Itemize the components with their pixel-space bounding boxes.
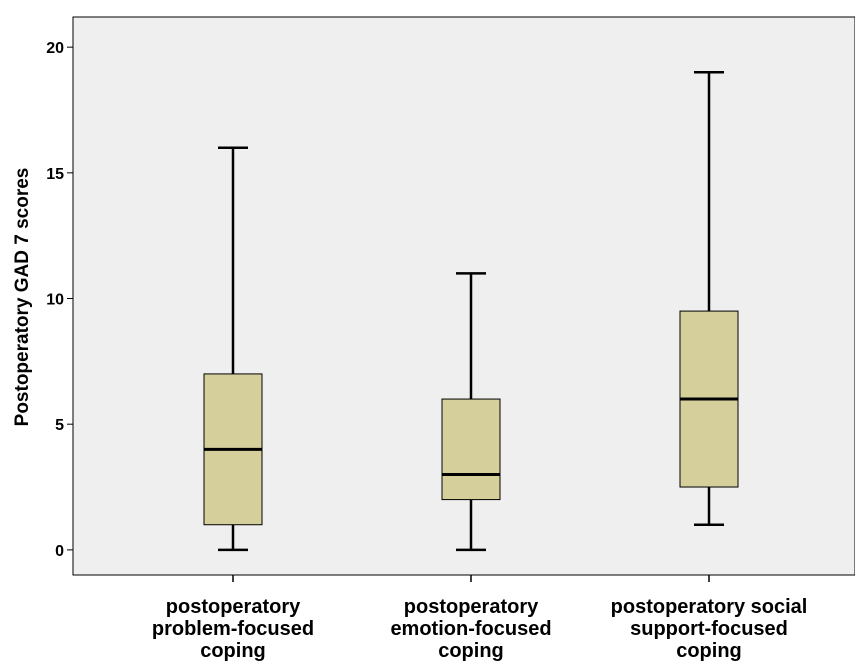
iqr-box (441, 398, 501, 501)
x-category-label: postoperatory (404, 596, 539, 618)
y-axis: 0 5 10 15 20 (46, 40, 73, 560)
y-tick-label: 5 (55, 417, 64, 434)
x-category-label: emotion-focused (390, 618, 551, 640)
x-category-label: postoperatory social (611, 596, 808, 618)
y-tick-label: 15 (46, 166, 64, 183)
y-axis-title: Postoperatory GAD 7 scores (12, 168, 33, 427)
box-group (441, 272, 501, 552)
y-tick-label: 0 (55, 543, 64, 560)
y-tick-label: 10 (46, 292, 64, 309)
x-category-label: problem-focused (152, 618, 314, 640)
box-group (679, 71, 739, 526)
x-category-label: postoperatory (166, 596, 301, 618)
x-category-label: coping (438, 640, 504, 662)
x-category-label: coping (676, 640, 742, 662)
box-group (203, 146, 263, 552)
x-category-label: coping (200, 640, 266, 662)
x-axis: postoperatoryproblem-focusedcopingpostop… (152, 575, 807, 662)
x-category-label: support-focused (630, 618, 788, 640)
box-series (203, 71, 739, 552)
y-tick-label: 20 (46, 40, 64, 57)
